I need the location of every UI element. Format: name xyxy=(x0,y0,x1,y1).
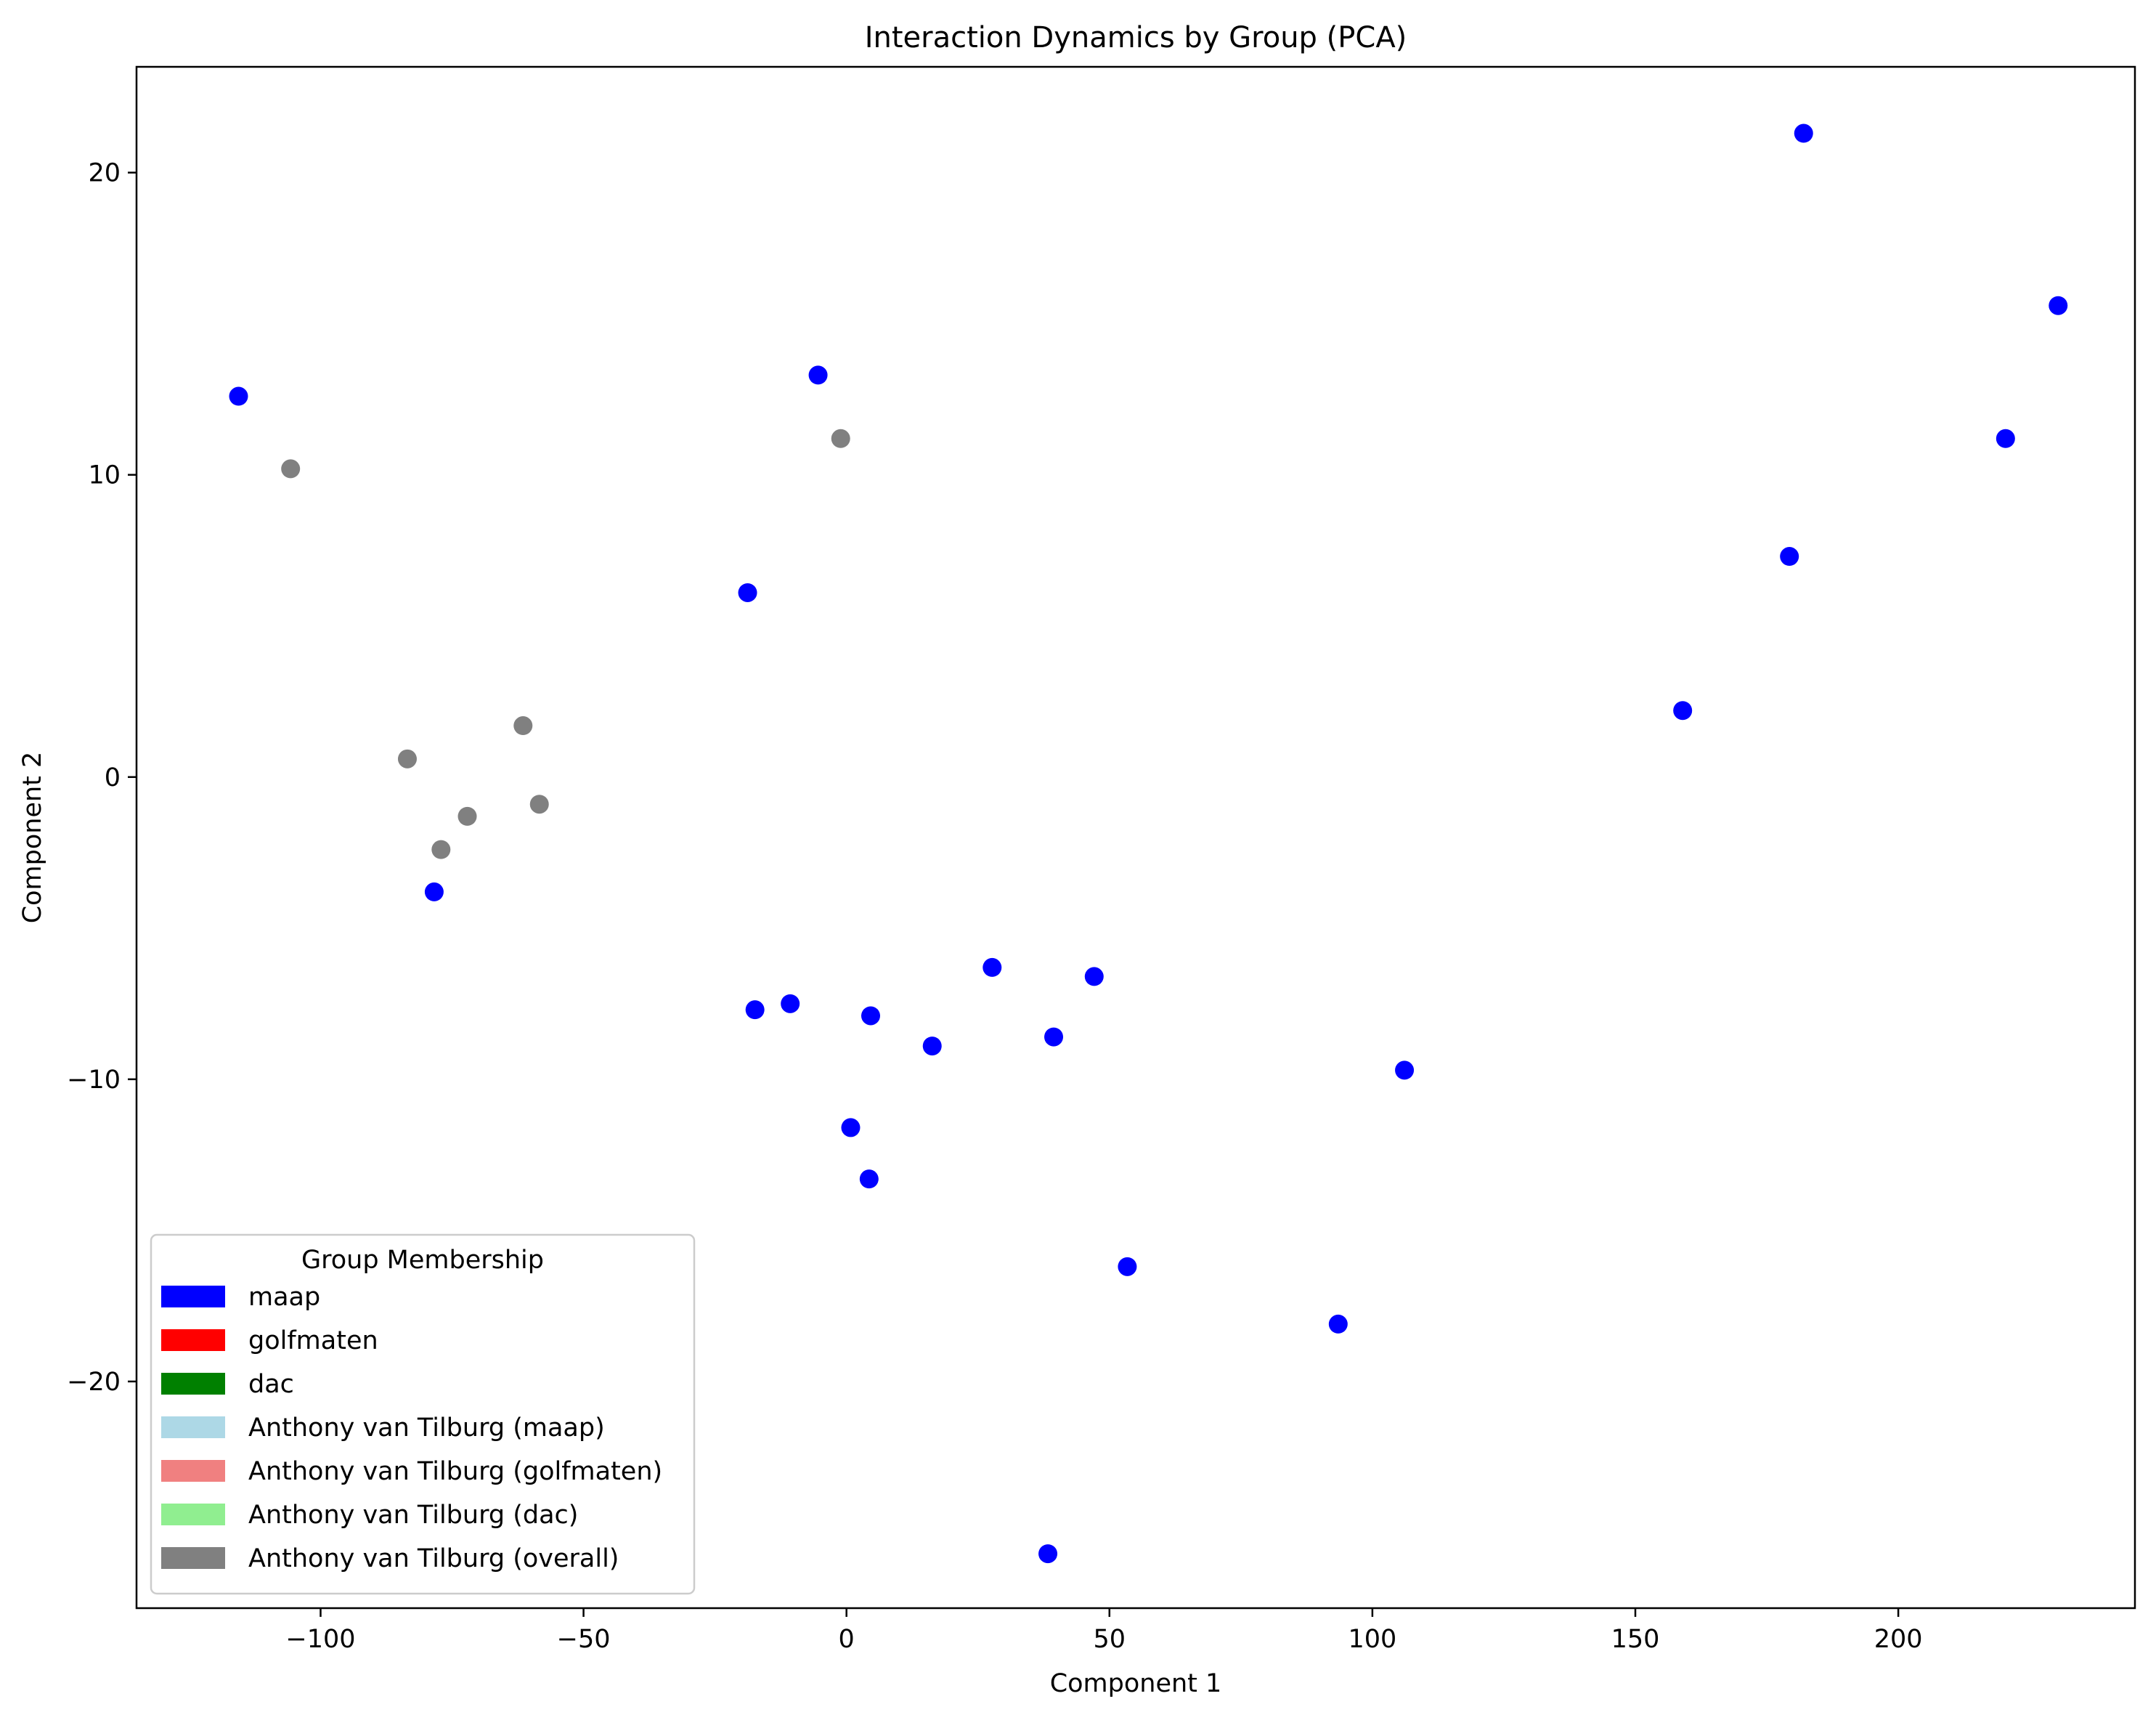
legend-entries: maap golfmaten dac Anthony van Tilburg (maa… xyxy=(161,1283,662,1573)
data-point xyxy=(808,365,828,385)
data-point xyxy=(529,795,549,814)
data-point xyxy=(1118,1257,1137,1276)
data-point xyxy=(781,994,800,1013)
x-axis-label: Component 1 xyxy=(1050,1669,1222,1698)
legend-swatch xyxy=(161,1504,225,1525)
x-tick-label: 100 xyxy=(1348,1625,1396,1654)
data-point xyxy=(922,1037,942,1056)
legend-swatch xyxy=(161,1286,225,1307)
y-axis-ticks: −20 −10 0 10 20 xyxy=(67,159,137,1397)
data-point xyxy=(1780,547,1799,567)
plot-frame xyxy=(135,65,2136,1610)
data-point xyxy=(457,806,477,826)
data-point xyxy=(859,1169,879,1189)
data-point xyxy=(2049,296,2068,315)
data-point xyxy=(1996,429,2015,448)
legend-label: maap xyxy=(248,1283,320,1312)
legend-swatch xyxy=(161,1416,225,1438)
data-point xyxy=(983,957,1002,977)
legend-label: Anthony van Tilburg (maap) xyxy=(248,1413,605,1443)
data-point xyxy=(1673,701,1693,721)
data-point xyxy=(1084,967,1104,986)
legend-swatch xyxy=(161,1547,225,1569)
data-point xyxy=(841,1118,861,1137)
legend-label: golfmaten xyxy=(248,1326,378,1355)
data-point xyxy=(1044,1027,1064,1047)
data-point xyxy=(424,882,444,901)
y-tick-label: −20 xyxy=(67,1368,121,1397)
x-tick-label: 50 xyxy=(1094,1625,1126,1654)
legend-label: Anthony van Tilburg (golfmaten) xyxy=(248,1457,662,1486)
data-point xyxy=(397,749,417,768)
data-point xyxy=(281,459,301,479)
legend-swatch xyxy=(161,1460,225,1482)
x-tick-label: −50 xyxy=(557,1625,611,1654)
legend-label: dac xyxy=(248,1370,294,1399)
x-tick-label: −100 xyxy=(285,1625,355,1654)
legend-swatch xyxy=(161,1373,225,1395)
y-tick-label: 0 xyxy=(105,763,121,792)
legend-swatch xyxy=(161,1329,225,1351)
x-axis-ticks: −100 −50 0 50 100 150 200 xyxy=(285,1608,1923,1654)
legend-title: Group Membership xyxy=(301,1246,544,1275)
legend-box xyxy=(150,1233,696,1595)
y-axis-label: Component 2 xyxy=(18,752,47,924)
points-layer xyxy=(229,123,2068,1564)
data-point xyxy=(1038,1544,1058,1564)
data-point xyxy=(745,1000,765,1020)
data-point xyxy=(513,716,533,736)
y-tick-label: 10 xyxy=(88,461,121,490)
legend: Group Membership maap golfmaten dac Anthony… xyxy=(150,1233,696,1595)
data-point xyxy=(1794,123,1813,143)
x-tick-label: 0 xyxy=(839,1625,855,1654)
data-point xyxy=(861,1006,880,1026)
data-point xyxy=(1328,1314,1348,1334)
legend-label: Anthony van Tilburg (dac) xyxy=(248,1501,578,1530)
legend-label: Anthony van Tilburg (overall) xyxy=(248,1544,619,1573)
data-point xyxy=(431,840,451,859)
x-tick-label: 200 xyxy=(1874,1625,1923,1654)
y-tick-label: 20 xyxy=(88,159,121,188)
chart-title: Interaction Dynamics by Group (PCA) xyxy=(865,21,1407,54)
data-point xyxy=(1395,1060,1415,1080)
data-point xyxy=(831,429,850,448)
data-point xyxy=(738,583,757,602)
y-tick-label: −10 xyxy=(67,1066,121,1095)
x-tick-label: 150 xyxy=(1611,1625,1660,1654)
data-point xyxy=(229,386,248,406)
